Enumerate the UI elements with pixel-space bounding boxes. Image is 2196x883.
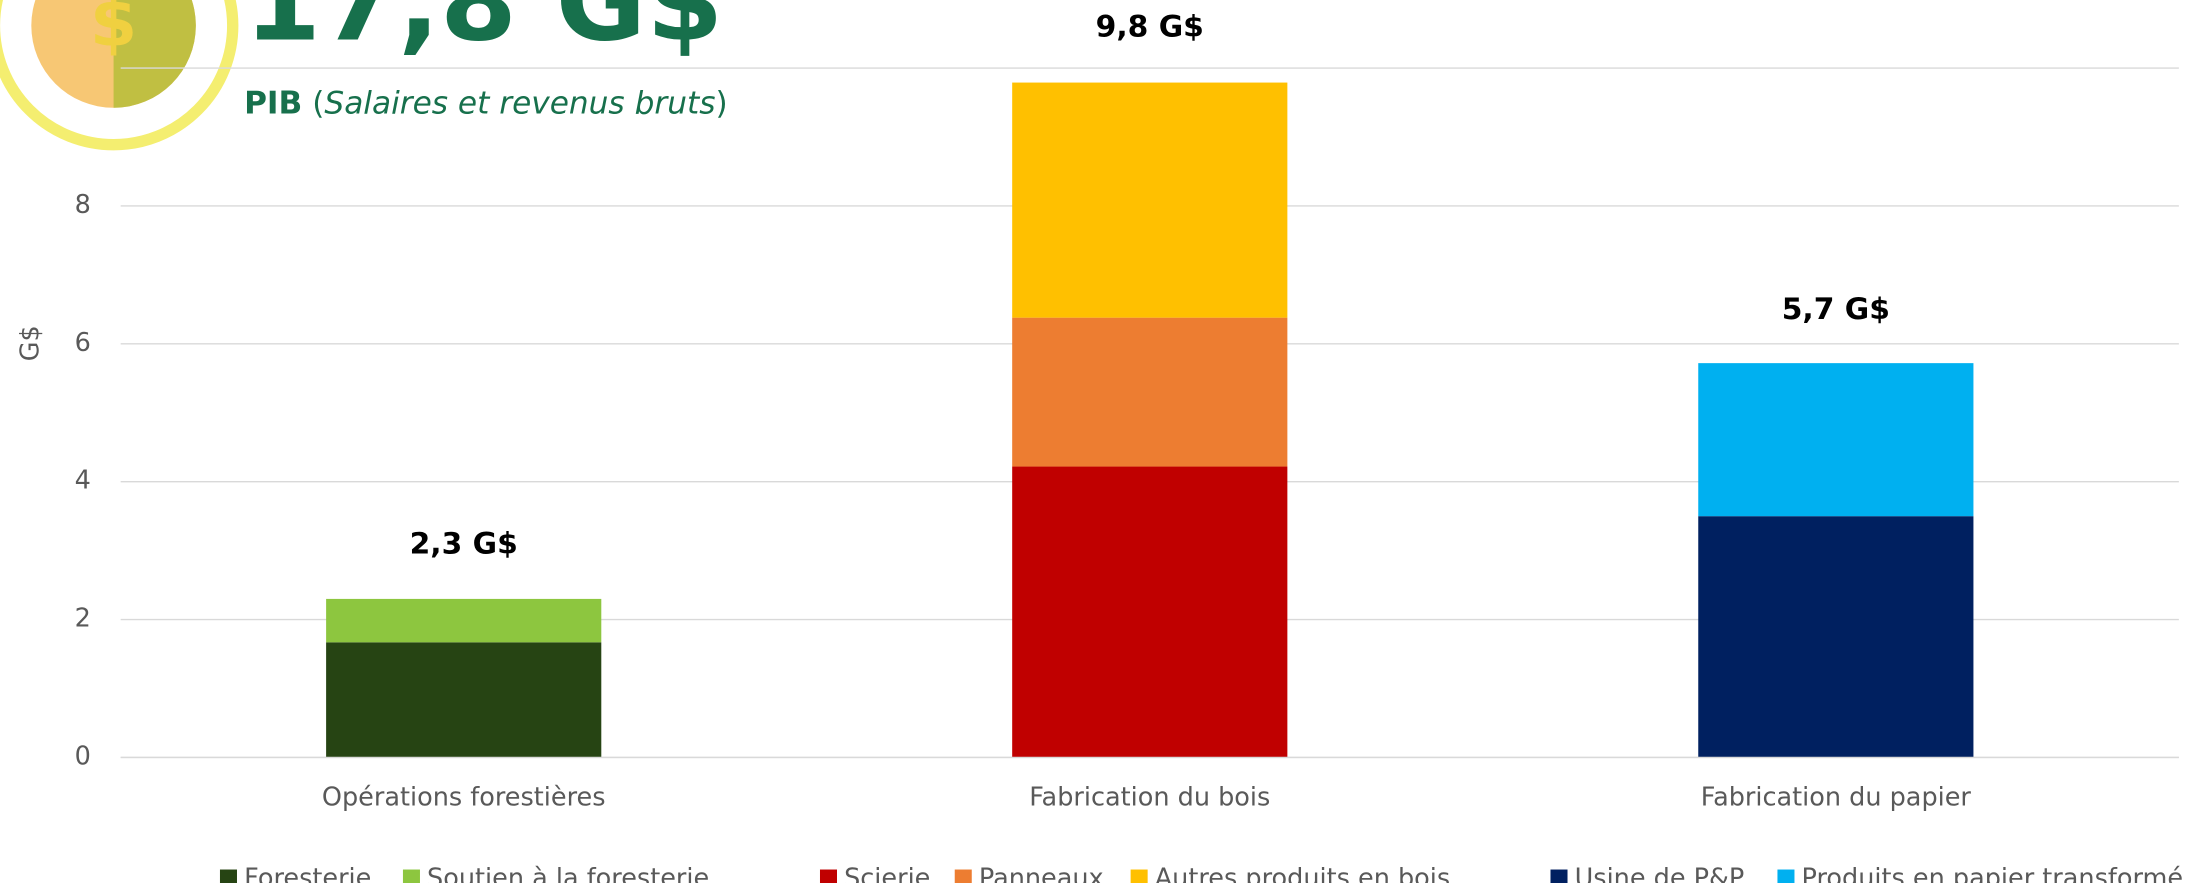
legend-swatch	[1777, 869, 1795, 883]
y-tick-label: 8	[75, 190, 91, 220]
legend-swatch	[402, 869, 420, 883]
subtitle-part: PIB	[244, 85, 302, 121]
legend-swatch	[1550, 869, 1568, 883]
title: 17,8 G$	[244, 0, 723, 67]
subtitle: PIB (Salaires et revenus bruts)	[244, 85, 728, 121]
total-label: 9,8 G$	[1096, 9, 1204, 44]
coin-icon: $	[0, 0, 239, 151]
y-tick-label: 0	[75, 741, 91, 771]
bar-segment	[1698, 516, 1974, 758]
legend-swatch	[954, 869, 972, 883]
legend-label: Usine de P&P	[1575, 863, 1745, 883]
legend-label: Panneaux	[979, 863, 1104, 883]
y-axis-label: G$	[15, 325, 45, 361]
bar-segment	[326, 642, 602, 758]
y-tick-label: 4	[75, 466, 91, 496]
legend-label: Foresterie	[244, 863, 371, 883]
y-tick-label: 2	[75, 604, 91, 634]
bar-segment	[1012, 466, 1288, 758]
x-tick-label: Fabrication du papier	[1701, 783, 1972, 813]
legend-swatch	[1130, 869, 1148, 883]
x-tick-label: Fabrication du bois	[1029, 783, 1270, 813]
bar-segment	[1698, 363, 1974, 517]
svg-text:$: $	[90, 0, 137, 62]
bar-segment	[1012, 317, 1288, 467]
legend-swatch	[219, 869, 237, 883]
subtitle-part: (	[302, 85, 324, 121]
legend-swatch	[819, 869, 838, 883]
total-label: 2,3 G$	[410, 527, 518, 562]
subtitle-part: Salaires et revenus bruts	[324, 85, 715, 121]
bar-segment	[1012, 82, 1288, 318]
legend-label: Produits en papier transformé	[1802, 863, 2184, 883]
legend-label: Soutien à la foresterie	[427, 863, 709, 883]
y-tick-label: 6	[75, 328, 91, 358]
total-label: 5,7 G$	[1782, 292, 1890, 327]
legend-label: Scierie	[844, 863, 930, 883]
legend-label: Autres produits en bois	[1155, 863, 1450, 883]
subtitle-part: )	[715, 85, 727, 121]
bar-segment	[326, 598, 602, 643]
x-tick-label: Opérations forestières	[322, 783, 606, 813]
